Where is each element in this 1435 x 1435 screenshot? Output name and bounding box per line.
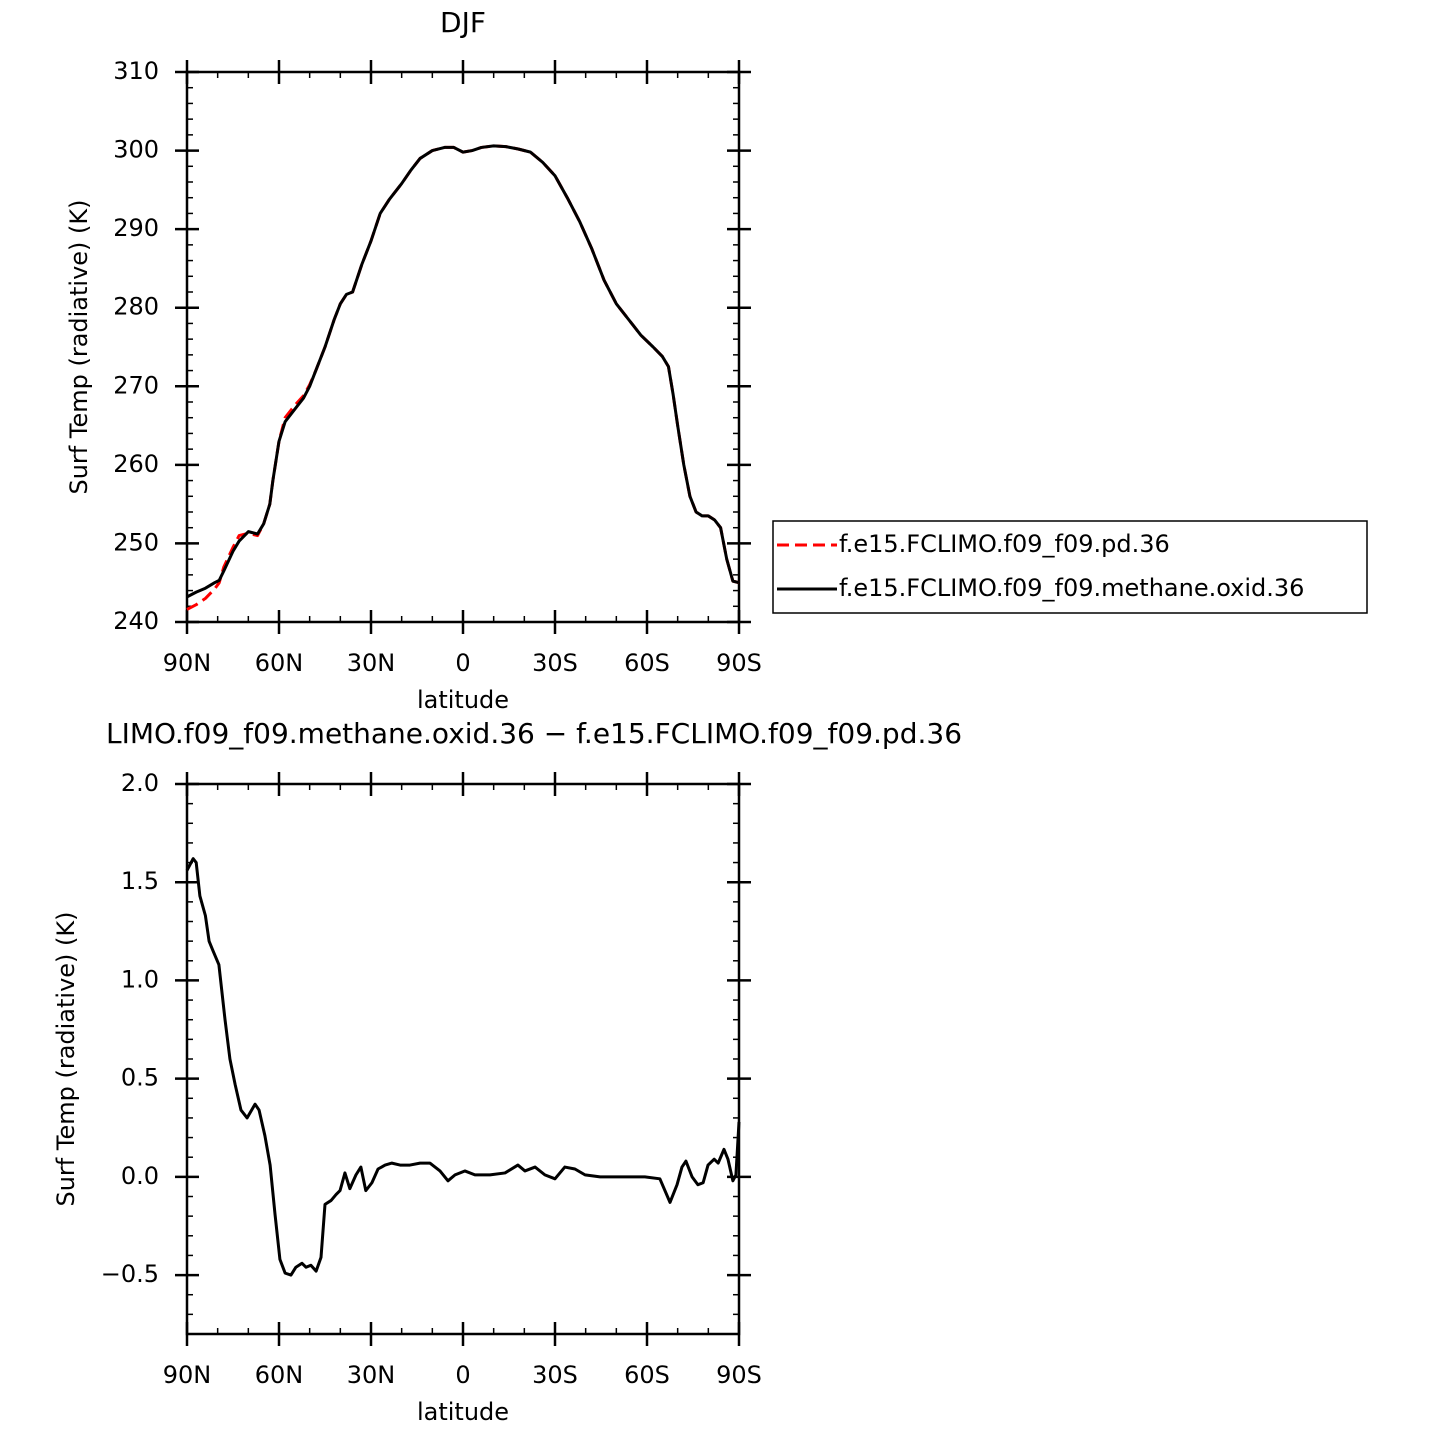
legend-label: f.e15.FCLIMO.f09_f09.pd.36 [839,530,1170,558]
x-axis-label: latitude [417,1398,509,1426]
y-tick-label: 270 [113,371,159,399]
y-tick-label: 260 [113,450,159,478]
y-axis-label: Surf Temp (radiative) (K) [65,199,93,494]
x-tick-label: 30N [347,1361,396,1389]
data-line [186,144,740,599]
y-tick-label: 0.0 [121,1162,159,1190]
y-tick-label: 280 [113,293,159,321]
y-tick-label: 300 [113,136,159,164]
y-axis-label: Surf Temp (radiative) (K) [52,911,80,1206]
chart-title: LIMO.f09_f09.methane.oxid.36 − f.e15.FCL… [106,717,962,750]
legend-label: f.e15.FCLIMO.f09_f09.methane.oxid.36 [839,574,1304,602]
y-tick-label: 290 [113,214,159,242]
y-tick-label: −0.5 [101,1260,159,1288]
x-tick-label: 60N [255,649,304,677]
x-tick-label: 30N [347,649,396,677]
x-tick-label: 90N [163,649,212,677]
data-line [185,857,741,1277]
x-tick-label: 30S [532,649,578,677]
x-tick-label: 60N [255,1361,304,1389]
chart-title: DJF [440,6,486,39]
legend-box [772,520,1368,614]
x-tick-label: 90S [716,649,762,677]
x-tick-label: 30S [532,1361,578,1389]
plot-frame [185,782,741,1336]
plot-frame [185,70,741,624]
x-tick-label: 0 [455,1361,470,1389]
x-tick-label: 0 [455,649,470,677]
y-tick-label: 1.5 [121,867,159,895]
y-tick-label: 310 [113,57,159,85]
x-tick-label: 90S [716,1361,762,1389]
y-tick-label: 240 [113,607,159,635]
data-line [186,144,740,611]
y-tick-label: 1.0 [121,965,159,993]
y-tick-label: 250 [113,528,159,556]
x-tick-label: 60S [624,1361,670,1389]
x-tick-label: 60S [624,649,670,677]
x-axis-label: latitude [417,686,509,714]
y-tick-label: 0.5 [121,1064,159,1092]
y-tick-label: 2.0 [121,769,159,797]
x-tick-label: 90N [163,1361,212,1389]
